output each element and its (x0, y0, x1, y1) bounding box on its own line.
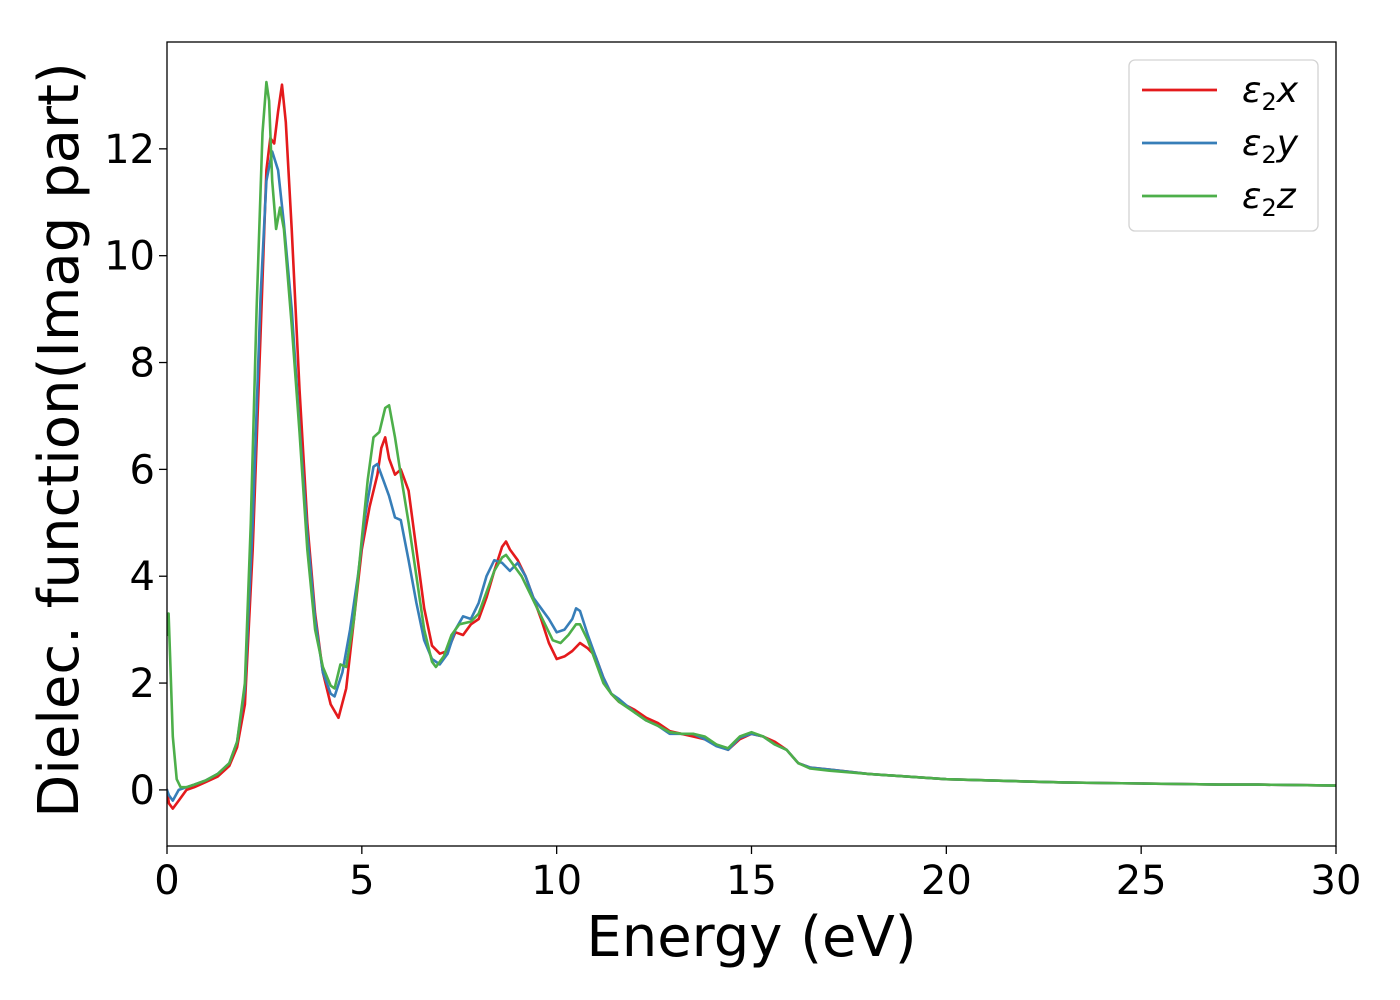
x-tick-label: 15 (726, 858, 777, 904)
series-layer (167, 80, 1336, 810)
x-tick-label: 0 (154, 858, 179, 904)
x-tick-label: 20 (921, 858, 972, 904)
x-tick-label: 30 (1311, 858, 1362, 904)
y-axis: 0 2 4 6 8 10 12 (104, 127, 167, 814)
legend-label-z: ε2z (1242, 176, 1297, 222)
legend-box (1128, 59, 1319, 232)
legend-label-x: ε2x (1242, 70, 1299, 116)
y-tick-label: 2 (130, 661, 155, 707)
x-tick-label: 5 (349, 858, 374, 904)
x-axis: 0 5 10 15 20 25 30 (154, 846, 1361, 904)
y-tick-label: 6 (130, 447, 155, 493)
y-tick-label: 12 (104, 127, 155, 173)
y-tick-label: 8 (130, 341, 155, 387)
legend-label-y: ε2y (1242, 123, 1299, 169)
y-tick-label: 0 (130, 768, 155, 814)
x-tick-label: 10 (531, 858, 582, 904)
series-line-z (167, 80, 1336, 789)
x-axis-label: Energy (eV) (586, 905, 916, 970)
legend: ε2x ε2y ε2z (1128, 59, 1319, 232)
y-tick-label: 4 (130, 554, 155, 600)
x-tick-label: 25 (1116, 858, 1167, 904)
y-tick-label: 10 (104, 234, 155, 280)
y-axis-label: Dielec. function(Imag part) (27, 62, 92, 818)
